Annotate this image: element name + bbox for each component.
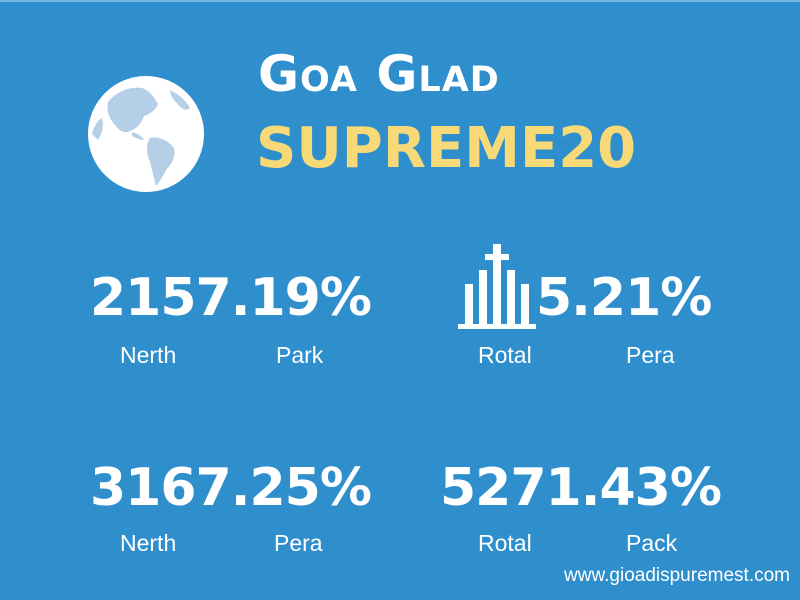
stat-block-1: 2157.19% Nerth Park [90,268,390,378]
title-line-2: SUPREME20 [256,116,637,181]
stat-label-left: Rotal [478,342,532,368]
stat-value: 5271.43% [440,458,722,518]
stat-label-left: Rotal [478,530,532,556]
stat-value: 2157.19% [90,268,372,328]
stat-value: 3167.25% [90,458,372,518]
stat-label-right: Pera [626,342,675,368]
stat-label-left: Nerth [120,530,177,556]
globe-icon [88,76,204,192]
stat-label-right: Pera [274,530,323,556]
stat-label-left: Nerth [120,342,177,368]
stat-block-4: 5271.43% Rotal Pack [440,458,740,568]
stat-block-2-labels: Rotal Pera [440,268,740,378]
stat-value: 5.21% [536,268,712,328]
stat-label-right: Park [276,342,324,368]
stat-block-2: 5.21% [536,268,736,378]
stat-block-3: 3167.25% Nerth Pera [90,458,390,568]
website-url[interactable]: www.gioadispuremest.com [564,565,790,586]
title-line-1: Goa Glad [258,45,500,103]
top-border [0,0,800,2]
stat-label-right: Pack [626,530,678,556]
bar-chart-cross-icon [458,244,536,329]
